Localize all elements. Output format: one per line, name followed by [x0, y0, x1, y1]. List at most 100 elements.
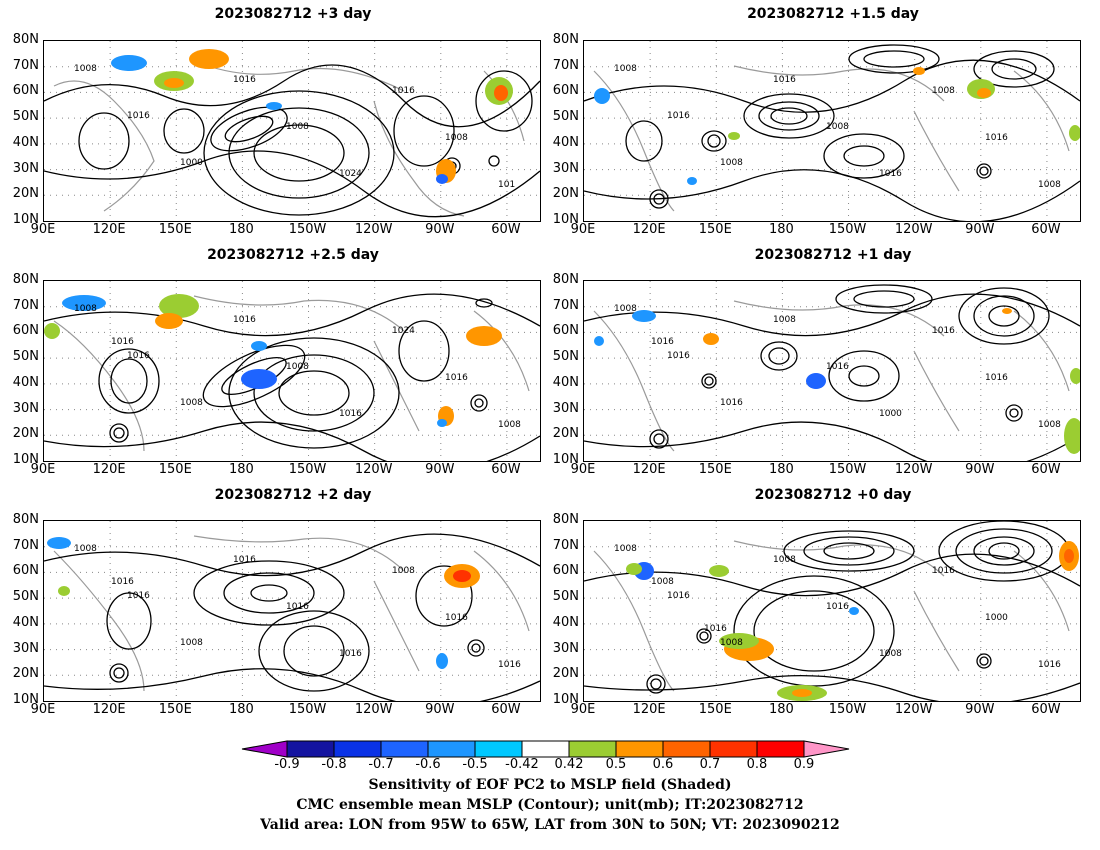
- lon-tick-label: 120W: [354, 222, 393, 237]
- lat-tick-label: 50N: [552, 349, 579, 365]
- mslp-contours: [584, 44, 1080, 221]
- lon-tick-label: 90W: [425, 222, 455, 237]
- contour-label: 1008: [445, 133, 468, 143]
- lon-tick-label: 90E: [570, 702, 596, 717]
- contour-label: 1016: [445, 373, 468, 383]
- panel-title-3: 2023082712 +2.5 day: [207, 247, 379, 263]
- lat-tick-label: 80N: [12, 32, 39, 47]
- lon-tick-label: 120E: [632, 702, 666, 717]
- lon-tick-label: 120E: [92, 702, 126, 717]
- lat-tick-label: 40N: [12, 374, 39, 390]
- lon-tick-label: 90W: [425, 462, 455, 477]
- contour-label: 1016: [233, 75, 256, 85]
- lon-tick-label: 120W: [894, 462, 933, 477]
- lon-tick-label: 150W: [828, 462, 867, 477]
- contour-label: 1016: [651, 337, 674, 347]
- contour-label: 1008: [932, 86, 955, 96]
- contour-label: 1016: [392, 86, 415, 96]
- colorbar-box: [615, 740, 664, 758]
- contour-label: 1008: [614, 544, 637, 554]
- contour-label: 1016: [667, 111, 690, 121]
- colorbar-tick-label: -0.7: [368, 757, 394, 772]
- lat-tick-label: 30N: [552, 400, 579, 416]
- lat-tick-label: 70N: [12, 297, 39, 313]
- lon-tick-label: 120W: [354, 702, 393, 717]
- panel-title-2: 2023082712 +1.5 day: [747, 6, 919, 22]
- map-canvas: 1008 1016 1008 1008 1016 1008 1016 1000 1016 1008…: [584, 521, 1080, 701]
- panel-title-6: 2023082712 +0 day: [754, 487, 912, 503]
- contour-label: 1000: [180, 158, 203, 168]
- lon-tick-label: 90W: [965, 462, 995, 477]
- contour-label: 1008: [1038, 180, 1061, 190]
- colorbar-box: [286, 740, 335, 758]
- colorbar-max-arrow: [803, 740, 850, 758]
- map-canvas: 1008 1016 1016 1008 1016 1000 1016 1016 1008 1016: [584, 281, 1080, 461]
- lon-tick-label: 120E: [632, 462, 666, 477]
- mslp-contours: [584, 284, 1080, 461]
- lon-tick-label: 180: [228, 222, 254, 237]
- lon-tick-label: 90W: [965, 222, 995, 237]
- lat-tick-label: 40N: [12, 134, 39, 150]
- grid-lines: [584, 521, 1080, 701]
- contour-label: 1008: [773, 555, 796, 565]
- lat-tick-label: 80N: [552, 272, 579, 287]
- lon-tick-label: 60W: [1031, 702, 1061, 717]
- lon-tick-label: 60W: [1031, 462, 1061, 477]
- map-panel-3: 1008 1016 1008 1016 1008 1016 1024 1016 1008 1016: [43, 280, 541, 462]
- contour-label: 1008: [773, 315, 796, 325]
- lat-tick-label: 80N: [552, 32, 579, 47]
- colorbar-box: [709, 740, 758, 758]
- lon-tick-label: 150W: [828, 222, 867, 237]
- contour-label: 1008: [286, 122, 309, 132]
- lat-tick-label: 20N: [552, 426, 579, 442]
- lat-tick-label: 10N: [12, 212, 39, 227]
- lon-tick-label: 90W: [425, 702, 455, 717]
- sensitivity-shading: [47, 537, 480, 669]
- contour-label: 1008: [720, 158, 743, 168]
- contour-label: 1008: [720, 638, 743, 648]
- lat-tick-label: 20N: [12, 426, 39, 442]
- lat-tick-label: 10N: [552, 212, 579, 227]
- contour-label: 1016: [445, 613, 468, 623]
- contour-label: 1016: [932, 566, 955, 576]
- contour-label: 1016: [773, 75, 796, 85]
- lon-tick-label: 180: [768, 702, 794, 717]
- lon-tick-label: 120W: [354, 462, 393, 477]
- lon-tick-label: 90E: [570, 462, 596, 477]
- lat-tick-label: 60N: [552, 323, 579, 339]
- lon-tick-label: 150E: [698, 462, 732, 477]
- contour-label: 1008: [74, 544, 97, 554]
- lon-tick-label: 180: [768, 462, 794, 477]
- map-canvas: 1008 1016 1008 1016 1016 1016 1008 1016 1016 1016: [44, 521, 540, 701]
- coastline: [53, 60, 525, 217]
- contour-label: 1016: [286, 602, 309, 612]
- contour-label: 1016: [233, 315, 256, 325]
- contour-label: 1016: [667, 591, 690, 601]
- lat-tick-label: 20N: [552, 666, 579, 682]
- map-canvas: 1008 1016 1008 1016 1008 1016 1024 1016 1008 1016: [44, 281, 540, 461]
- lon-tick-label: 90E: [570, 222, 596, 237]
- sensitivity-shading: [594, 67, 1080, 185]
- panel-title-1: 2023082712 +3 day: [214, 6, 372, 22]
- contour-label: 1016: [985, 373, 1008, 383]
- contour-label: 1000: [985, 613, 1008, 623]
- contour-label: 1008: [74, 64, 97, 74]
- map-panel-5: 1008 1016 1008 1016 1016 1016 1008 1016 1016 1016: [43, 520, 541, 702]
- sensitivity-shading: [111, 49, 513, 184]
- colorbar-box: [662, 740, 711, 758]
- lon-tick-label: 150E: [158, 462, 192, 477]
- lon-tick-label: 90E: [30, 702, 56, 717]
- coastline: [593, 65, 1070, 212]
- contour-label: 1016: [879, 169, 902, 179]
- lon-tick-label: 150E: [698, 222, 732, 237]
- contour-label: 1008: [392, 566, 415, 576]
- lat-tick-label: 50N: [552, 589, 579, 605]
- contour-label: 1016: [339, 409, 362, 419]
- colorbar-tick-label: 0.9: [793, 757, 815, 772]
- colorbar-tick-label: -0.5: [462, 757, 488, 772]
- panel-title-4: 2023082712 +1 day: [754, 247, 912, 263]
- lat-tick-label: 30N: [552, 160, 579, 176]
- contour-label: 1016: [1038, 660, 1061, 670]
- sensitivity-shading: [626, 541, 1079, 701]
- contour-label: 1008: [614, 304, 637, 314]
